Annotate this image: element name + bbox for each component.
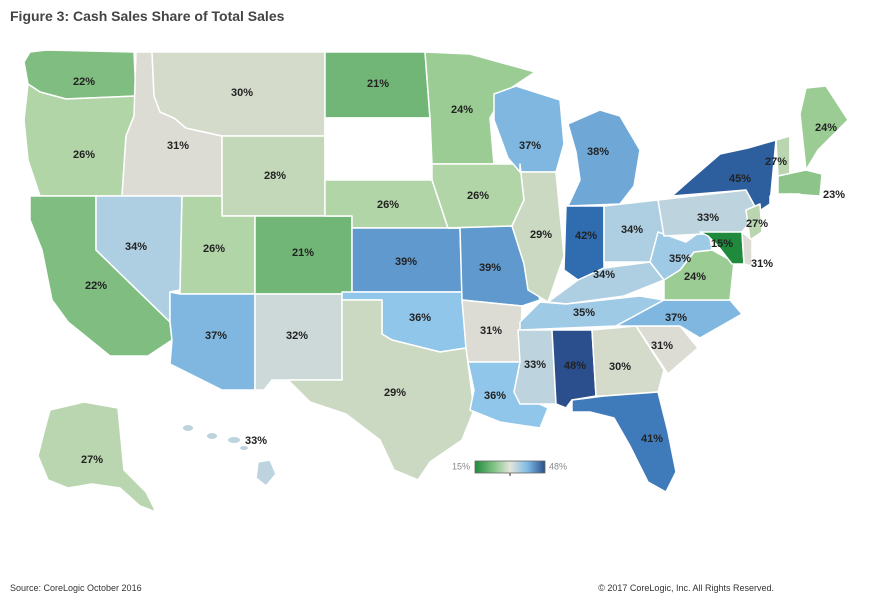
state-label-wv: 35%: [669, 253, 691, 265]
state-nm: [254, 293, 343, 391]
state-label-ga: 30%: [609, 361, 631, 373]
state-tx: [287, 299, 475, 481]
color-legend: 15% 48%: [452, 460, 567, 476]
state-ri: [789, 193, 801, 211]
state-label-ky: 34%: [593, 269, 615, 281]
state-label-nc: 37%: [665, 312, 687, 324]
state-label-ok: 36%: [409, 312, 431, 324]
state-label-il: 29%: [530, 229, 552, 241]
state-label-mi: 38%: [587, 146, 609, 158]
state-label-tn: 35%: [573, 307, 595, 319]
state-label-ca: 22%: [85, 280, 107, 292]
state-label-mt: 30%: [231, 87, 253, 99]
state-label-me: 24%: [815, 122, 837, 134]
state-label-in: 42%: [575, 230, 597, 242]
copyright-note: © 2017 CoreLogic, Inc. All Rights Reserv…: [598, 583, 774, 593]
state-label-ks: 39%: [395, 256, 417, 268]
state-label-hi: 33%: [245, 435, 267, 447]
state-label-ak: 27%: [81, 454, 103, 466]
state-label-mo: 39%: [479, 262, 501, 274]
state-hi-island: [207, 433, 217, 439]
state-label-fl: 41%: [641, 433, 663, 445]
state-ma: [777, 169, 823, 197]
legend-gradient-bar: [474, 460, 546, 474]
state-hi: [255, 459, 277, 487]
state-label-ne: 26%: [377, 199, 399, 211]
state-or: [23, 83, 137, 197]
state-label-az: 37%: [205, 330, 227, 342]
state-label-ar: 31%: [480, 325, 502, 337]
state-hi-island: [228, 437, 240, 443]
legend-min-label: 15%: [452, 461, 470, 471]
state-label-ia: 26%: [467, 190, 489, 202]
state-nj: [745, 203, 763, 241]
state-label-wa: 22%: [73, 76, 95, 88]
state-label-oh: 34%: [621, 224, 643, 236]
state-label-sc: 31%: [651, 340, 673, 352]
state-il: [511, 163, 565, 303]
state-label-md: 15%: [711, 238, 733, 250]
state-label-de: 31%: [751, 258, 773, 270]
state-label-ut: 26%: [203, 243, 225, 255]
state-label-co: 21%: [292, 247, 314, 259]
state-label-nd: 21%: [367, 78, 389, 90]
state-label-wy: 28%: [264, 170, 286, 182]
state-label-ms: 33%: [524, 359, 546, 371]
state-label-pa: 33%: [697, 212, 719, 224]
state-label-nj: 27%: [746, 218, 768, 230]
state-label-mn: 24%: [451, 104, 473, 116]
state-wi: [493, 85, 565, 173]
state-mn: [424, 51, 536, 165]
state-ak: [37, 401, 157, 513]
state-label-la: 36%: [484, 390, 506, 402]
state-sd: [324, 117, 433, 181]
state-label-id: 31%: [167, 140, 189, 152]
state-ct: [769, 193, 791, 219]
source-note: Source: CoreLogic October 2016: [10, 583, 142, 593]
state-label-or: 26%: [73, 149, 95, 161]
state-label-ma: 23%: [823, 189, 845, 201]
legend-max-label: 48%: [549, 461, 567, 471]
state-label-nm: 32%: [286, 330, 308, 342]
state-label-tx: 29%: [384, 387, 406, 399]
figure-title: Figure 3: Cash Sales Share of Total Sale…: [10, 8, 285, 24]
state-mi: [567, 109, 641, 207]
state-label-nv: 34%: [125, 241, 147, 253]
state-label-ny: 45%: [729, 173, 751, 185]
state-hi-island: [240, 446, 248, 450]
state-label-al: 48%: [564, 360, 586, 372]
state-fl: [571, 391, 677, 493]
state-hi-island: [183, 425, 193, 431]
state-label-va: 24%: [684, 271, 706, 283]
state-label-vt: 27%: [765, 156, 787, 168]
state-label-wi: 37%: [519, 140, 541, 152]
state-de: [741, 231, 753, 267]
